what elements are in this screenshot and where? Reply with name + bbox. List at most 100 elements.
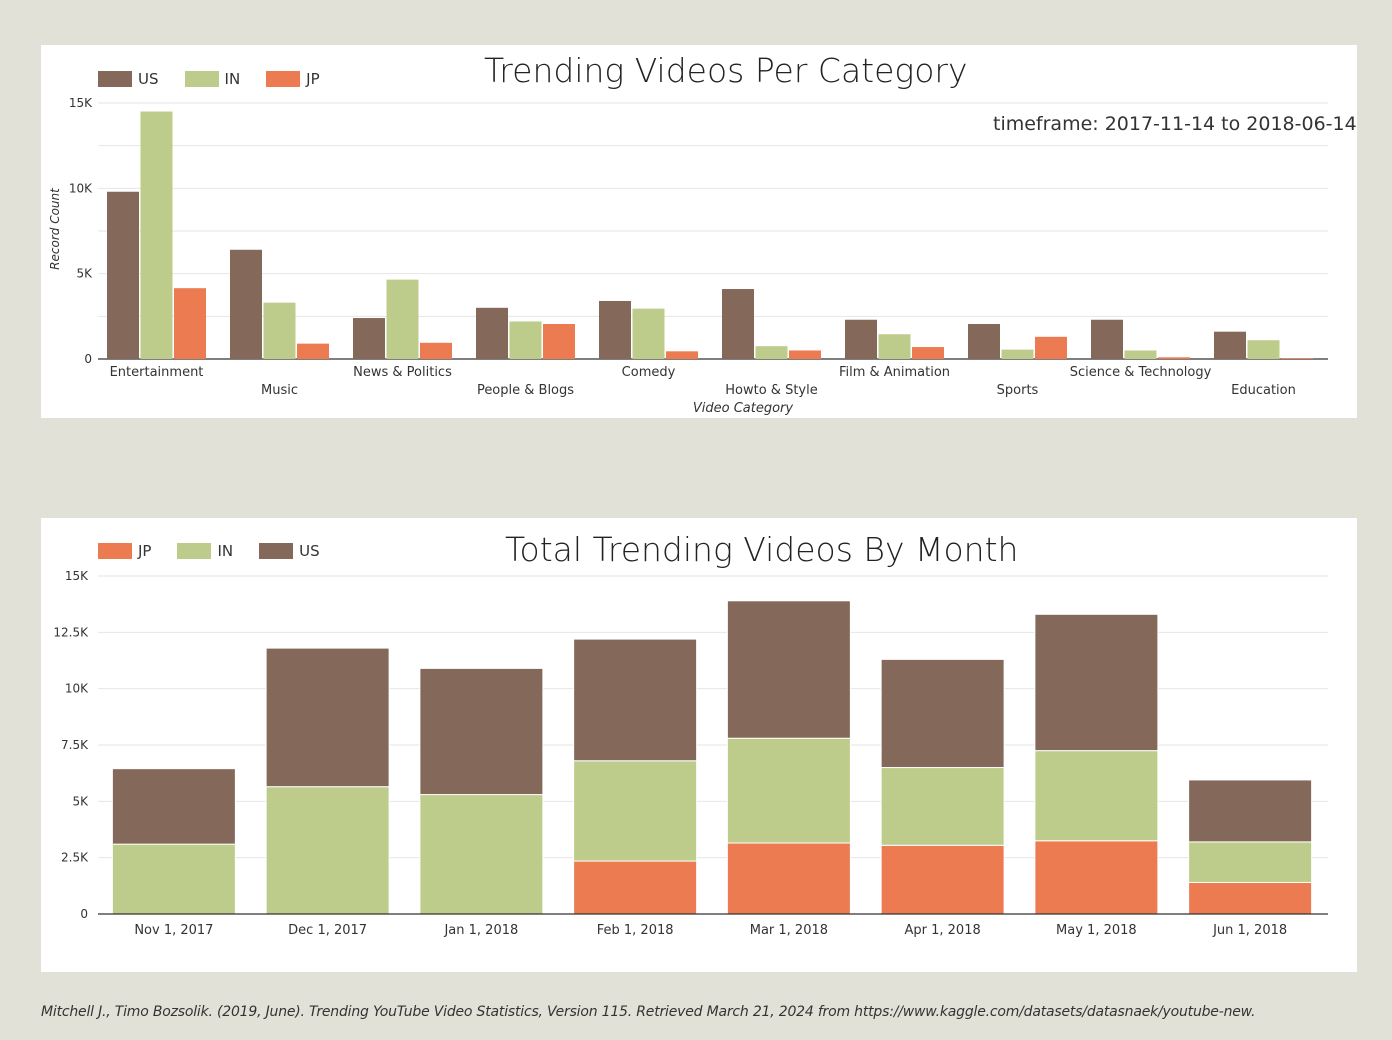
bar-us <box>230 249 262 359</box>
bar-in <box>1247 340 1280 359</box>
bar-segment-in <box>111 843 236 915</box>
x-tick-label: Nov 1, 2017 <box>134 923 213 938</box>
y-tick-label: 10K <box>65 682 89 696</box>
bar-segment-us <box>573 638 698 762</box>
x-tick-label: Science & Technology <box>1070 365 1212 380</box>
bar-in <box>386 279 419 359</box>
month-legend: JP IN US <box>98 542 346 560</box>
legend-swatch-us <box>259 543 294 559</box>
bar-segment-in <box>573 760 698 862</box>
y-tick-label: 5K <box>76 267 93 281</box>
legend-label: IN <box>224 70 241 88</box>
y-tick-label: 7.5K <box>61 738 89 752</box>
y-tick-label: 12.5K <box>53 625 89 639</box>
bar-in <box>140 111 173 360</box>
category-legend: US IN JP <box>98 70 346 88</box>
timeframe-annotation: timeframe: 2017-11-14 to 2018-06-14 <box>993 113 1357 135</box>
bar-in <box>1001 349 1034 359</box>
legend-item-us[interactable]: US <box>98 70 159 88</box>
bar-segment-in <box>726 737 851 844</box>
bar-segment-jp <box>573 860 698 915</box>
bar-jp <box>174 288 206 359</box>
x-tick-label: Jun 1, 2018 <box>1212 923 1287 938</box>
x-tick-label: Entertainment <box>110 365 204 380</box>
legend-item-in[interactable]: IN <box>177 542 233 560</box>
legend-item-in[interactable]: IN <box>184 70 241 88</box>
bar-segment-in <box>419 794 544 915</box>
month-chart-panel: JP IN US Total Trending Videos By Month … <box>41 518 1357 972</box>
category-bar-chart: 0 5K 10K 15K Entertainment Music News & Politi… <box>48 96 1328 416</box>
category-chart-panel: US IN JP Trending Videos Per Category ti… <box>41 45 1357 418</box>
bar-jp <box>1158 357 1190 359</box>
y-tick-label: 15K <box>69 96 93 110</box>
bar-jp <box>789 350 821 359</box>
x-tick-label: People & Blogs <box>477 383 574 398</box>
bar-jp <box>543 324 575 359</box>
x-tick-label: Music <box>261 383 298 398</box>
chart-title: Trending Videos Per Category <box>484 51 968 90</box>
x-tick-label: News & Politics <box>353 365 452 380</box>
x-tick-label: May 1, 2018 <box>1056 923 1137 938</box>
legend-label: JP <box>138 542 152 560</box>
citation: Mitchell J., Timo Bozsolik. (2019, June)… <box>41 1004 1256 1020</box>
bar-segment-us <box>1188 779 1313 843</box>
y-tick-label: 0 <box>84 352 92 366</box>
x-tick-label: Feb 1, 2018 <box>597 923 674 938</box>
legend-label: JP <box>306 70 320 88</box>
legend-label: IN <box>217 542 234 560</box>
bar-in <box>263 302 296 359</box>
legend-swatch-in <box>184 71 219 87</box>
x-tick-label: Dec 1, 2017 <box>288 923 367 938</box>
bar-in <box>1124 350 1157 359</box>
legend-item-jp[interactable]: JP <box>98 542 151 560</box>
bar-us <box>476 307 508 359</box>
legend-swatch-us <box>98 71 132 87</box>
bar-us <box>1214 331 1246 359</box>
bar-segment-us <box>111 768 236 845</box>
legend-label: US <box>299 542 320 560</box>
legend-swatch-in <box>177 543 212 559</box>
bar-segment-in <box>265 786 390 915</box>
bar-in <box>509 321 542 359</box>
bar-segment-us <box>880 658 1005 769</box>
bar-us <box>1091 319 1123 359</box>
legend-item-us[interactable]: US <box>259 542 320 560</box>
bar-us <box>722 289 754 359</box>
bar-jp <box>1281 358 1313 359</box>
bar-jp <box>1035 336 1067 359</box>
y-tick-label: 2.5K <box>61 851 89 865</box>
y-axis-title: Record Count <box>48 187 62 270</box>
bar-segment-jp <box>1034 840 1159 915</box>
bar-segment-jp <box>726 842 851 915</box>
chart-title: Total Trending Videos By Month <box>505 530 1019 569</box>
bar-segment-in <box>1188 841 1313 883</box>
bar-us <box>107 191 139 359</box>
bar-jp <box>297 343 329 359</box>
bar-in <box>632 308 665 359</box>
y-tick-label: 10K <box>69 181 93 195</box>
x-tick-label: Jan 1, 2018 <box>443 923 518 938</box>
month-stacked-bar-chart: 0 2.5K 5K 7.5K 10K 12.5K 15K Nov 1, 2017 Dec 1, … <box>53 569 1328 938</box>
bar-us <box>599 300 631 359</box>
bar-segment-jp <box>880 844 1005 915</box>
legend-swatch-jp <box>266 71 301 87</box>
x-tick-label: Apr 1, 2018 <box>905 923 981 938</box>
x-tick-label: Comedy <box>622 365 676 380</box>
bar-us <box>845 319 877 359</box>
legend-item-jp[interactable]: JP <box>266 70 320 88</box>
x-tick-label: Film & Animation <box>839 365 950 380</box>
y-tick-label: 0 <box>80 907 88 921</box>
y-tick-label: 5K <box>72 794 89 808</box>
bar-segment-us <box>265 647 390 788</box>
x-tick-label: Sports <box>997 383 1039 398</box>
bar-jp <box>912 347 944 359</box>
legend-label: US <box>138 70 159 88</box>
bar-segment-in <box>1034 750 1159 842</box>
bar-segment-in <box>880 767 1005 846</box>
bar-jp <box>666 351 698 359</box>
bar-in <box>878 334 911 359</box>
bar-in <box>755 346 788 359</box>
bar-segment-jp <box>1188 881 1313 915</box>
bar-us <box>353 318 385 359</box>
bar-segment-us <box>419 667 544 796</box>
